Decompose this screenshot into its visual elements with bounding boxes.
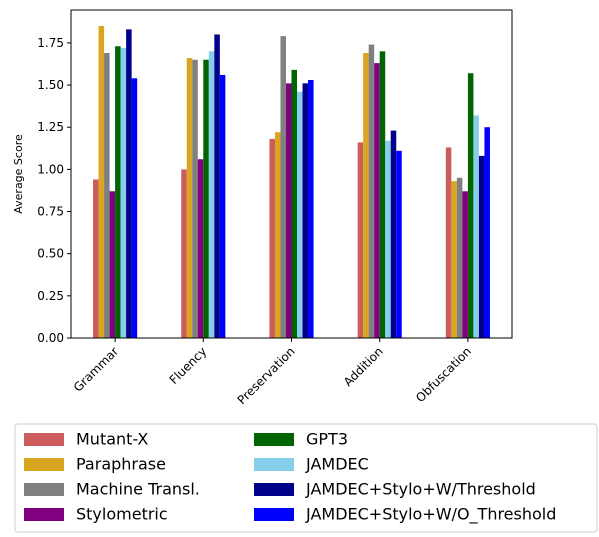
bar	[473, 115, 479, 338]
bar	[302, 83, 309, 338]
y-tick-label: 1.25	[37, 120, 64, 134]
bar	[192, 59, 198, 338]
bar	[297, 91, 303, 338]
x-tick-label: Preservation	[235, 344, 298, 407]
bar	[98, 26, 105, 338]
x-tick-label: Grammar	[71, 344, 121, 394]
y-tick-label: 0.00	[37, 331, 64, 345]
legend-label: Mutant-X	[76, 430, 148, 449]
bar	[291, 69, 298, 338]
bar	[456, 177, 463, 338]
bar	[131, 78, 138, 338]
legend-label: JAMDEC+Stylo+W/O_Threshold	[305, 505, 556, 525]
bar	[308, 79, 314, 339]
bar	[467, 73, 474, 338]
bar	[379, 51, 386, 339]
legend-label: Machine Transl.	[76, 480, 200, 499]
y-tick-label: 1.75	[37, 36, 64, 50]
legend-label: JAMDEC+Stylo+W/Threshold	[305, 480, 536, 499]
bar	[126, 29, 132, 339]
y-tick-label: 1.00	[37, 162, 64, 176]
legend-swatch	[24, 433, 64, 446]
bar	[385, 140, 391, 338]
bar	[445, 147, 452, 338]
bar	[93, 179, 99, 338]
legend-swatch	[254, 458, 294, 471]
legend-swatch	[24, 508, 64, 521]
bar	[451, 181, 457, 338]
legend-swatch	[254, 508, 294, 521]
legend-label: GPT3	[306, 430, 348, 449]
legend-label: JAMDEC	[305, 455, 369, 474]
bar	[462, 191, 468, 338]
x-tick-label: Fluency	[167, 344, 210, 387]
legend-box	[14, 423, 598, 533]
y-tick-label: 1.50	[37, 78, 64, 92]
bar	[197, 159, 204, 338]
bar	[203, 59, 209, 338]
bar	[390, 130, 397, 338]
bar	[219, 74, 226, 339]
legend-swatch	[254, 483, 294, 496]
bar	[208, 51, 215, 339]
bar	[363, 53, 369, 339]
bar	[186, 58, 193, 338]
bar	[357, 142, 364, 338]
bar	[115, 46, 121, 338]
x-tick-label: Addition	[341, 344, 386, 389]
bar	[374, 63, 380, 339]
bar	[274, 132, 281, 338]
bar	[285, 83, 292, 338]
y-tick-label: 0.75	[37, 205, 64, 219]
bar	[104, 53, 110, 339]
bar	[214, 34, 220, 338]
bar	[280, 36, 286, 338]
legend-swatch	[24, 458, 64, 471]
bar	[181, 169, 187, 338]
legend-swatch	[24, 483, 64, 496]
bar	[120, 47, 127, 338]
bar	[478, 155, 485, 338]
bar	[109, 191, 116, 338]
legend-label: Paraphrase	[76, 455, 166, 474]
y-axis-label: Average Score	[12, 134, 25, 214]
y-tick-label: 0.25	[37, 289, 64, 303]
bar	[484, 127, 490, 338]
x-tick-label: Obfuscation	[413, 344, 474, 405]
legend-swatch	[254, 433, 294, 446]
bar	[396, 150, 402, 338]
legend-label: Stylometric	[76, 505, 168, 524]
y-tick-label: 0.50	[37, 247, 64, 261]
bar	[269, 139, 275, 338]
plot-frame	[70, 9, 513, 339]
bar	[368, 44, 375, 339]
